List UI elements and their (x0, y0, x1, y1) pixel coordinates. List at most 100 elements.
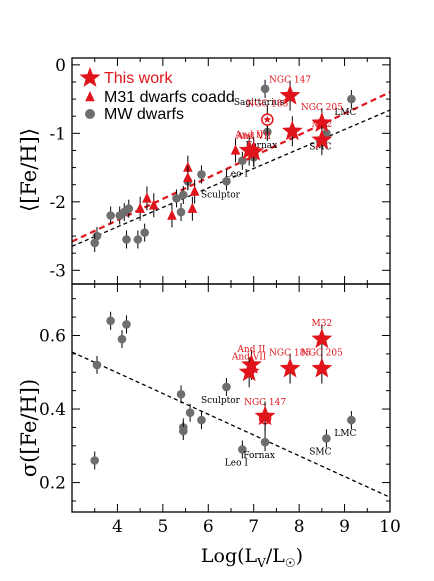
m31-coadd-point-6 (189, 185, 200, 196)
y-tick-label: 0.2 (39, 474, 66, 494)
legend-triangle-icon (85, 91, 95, 102)
x-tick-label: 6 (203, 517, 214, 537)
mw-dwarf-point-3 (117, 334, 127, 344)
x-axis-label: Log(LV/L☉) (201, 545, 303, 570)
this-work-point-6 (243, 140, 265, 161)
legend-circle-icon (85, 109, 95, 119)
mw-dwarf-point-15 (238, 156, 247, 166)
mw-dwarf-point-14 (222, 176, 231, 186)
y-tick-label: 0.6 (39, 326, 66, 346)
mw-dwarf-point-8 (185, 408, 195, 418)
legend-entry-label: MW dwarfs (104, 106, 184, 123)
fit-line-0 (72, 351, 390, 498)
this-work-label: And II (236, 345, 265, 355)
mw-dwarf-point-9 (172, 194, 181, 203)
this-work-point-0 (279, 84, 301, 105)
mw-dwarf-point-1 (90, 238, 100, 248)
this-work-open-star-1 (263, 115, 272, 123)
this-work-point-4 (238, 361, 260, 382)
mw-dwarf-point-14 (347, 415, 356, 425)
legend-star-icon (79, 67, 101, 87)
x-tick-label: 7 (248, 517, 259, 537)
mw-dwarf-label: Leo I (225, 458, 249, 468)
m31-coadd-point-8 (230, 144, 241, 155)
y-tick-label: -1 (49, 124, 66, 144)
this-work-label: NGC 205 (301, 349, 343, 359)
mw-dwarf-point-7 (133, 235, 143, 244)
mw-dwarf-label: SMC (309, 142, 331, 152)
this-work-point-1 (279, 357, 301, 378)
mw-dwarf-label: Sagittarius (234, 98, 285, 108)
mw-dwarf-point-6 (122, 235, 131, 244)
mw-dwarf-label: Sculptor (201, 396, 241, 406)
mw-dwarf-point-11 (238, 445, 247, 454)
this-work-label: And II (234, 130, 263, 140)
mw-dwarf-point-12 (260, 437, 270, 447)
this-work-point-2 (311, 357, 333, 378)
x-tick-label: 10 (379, 517, 401, 537)
x-tick-label: 8 (294, 517, 305, 537)
this-work-point-6 (254, 405, 276, 426)
legend-entry-label: M31 dwarfs coadd (104, 89, 235, 106)
mw-dwarf-point-20 (347, 94, 356, 104)
mw-dwarf-point-5 (176, 390, 186, 399)
this-work-label: And VII (231, 352, 267, 362)
mw-dwarf-point-2 (106, 316, 115, 326)
this-work-label: NGC 185 (269, 349, 311, 359)
mw-dwarf-point-5 (124, 204, 134, 213)
x-tick-label: 9 (339, 517, 350, 537)
mw-dwarf-point-10 (176, 207, 186, 217)
m31-coadd-point-5 (183, 171, 193, 183)
y-tick-label: -2 (49, 193, 66, 213)
mw-dwarf-label: Fornax (245, 141, 277, 151)
mw-dwarf-label: Leo I (225, 170, 249, 180)
m31-coadd-point-0 (135, 202, 145, 213)
mw-dwarf-point-18 (260, 84, 270, 94)
y-tick-label: 0 (55, 56, 66, 76)
mw-dwarf-label: SMC (309, 447, 331, 457)
fit-line-0 (72, 91, 390, 243)
fit-line-1 (72, 109, 390, 247)
mw-dwarf-point-7 (179, 426, 188, 436)
y-tick-label: -3 (49, 261, 66, 281)
mw-dwarf-point-11 (179, 190, 188, 200)
mw-dwarf-point-0 (90, 456, 100, 465)
mw-dwarf-label: LMC (334, 429, 356, 439)
this-work-point-0 (311, 328, 333, 349)
mw-dwarf-label: Sculptor (201, 190, 241, 200)
this-work-label: M32 (312, 120, 333, 130)
this-work-label: NGC 205 (301, 103, 343, 113)
this-work-label: M32 (312, 319, 333, 329)
legend-entry-label: This work (104, 70, 173, 87)
this-work-point-3 (311, 129, 333, 150)
this-work-label: NGC 147 (269, 76, 311, 86)
m31-coadd-point-7 (187, 202, 198, 213)
m31-coadd-point-2 (148, 199, 159, 210)
y-axis-label-bottom: σ([Fe/H]) (17, 379, 41, 477)
mw-dwarf-point-10 (222, 382, 231, 392)
this-work-point-2 (311, 112, 333, 132)
this-work-label: NGC 185 (246, 100, 288, 110)
mw-dwarf-point-1 (92, 360, 102, 370)
x-tick-label: 5 (157, 517, 168, 537)
mw-dwarf-point-13 (197, 170, 206, 179)
mw-dwarf-point-13 (322, 434, 331, 443)
this-work-point-4 (281, 120, 303, 141)
mw-dwarf-point-9 (197, 415, 206, 425)
this-work-label: And VII (235, 132, 271, 142)
mw-dwarf-label: LMC (334, 108, 356, 118)
x-tick-label: 4 (112, 517, 123, 537)
y-axis-label-top: ⟨[Fe/H]⟩ (17, 128, 41, 212)
mw-dwarf-point-4 (122, 320, 131, 329)
mw-dwarf-point-2 (106, 211, 115, 220)
this-work-point-3 (241, 353, 262, 374)
mw-dwarf-label: Fornax (243, 451, 275, 461)
m31-coadd-point-1 (142, 192, 152, 203)
mw-dwarf-point-8 (140, 228, 149, 237)
